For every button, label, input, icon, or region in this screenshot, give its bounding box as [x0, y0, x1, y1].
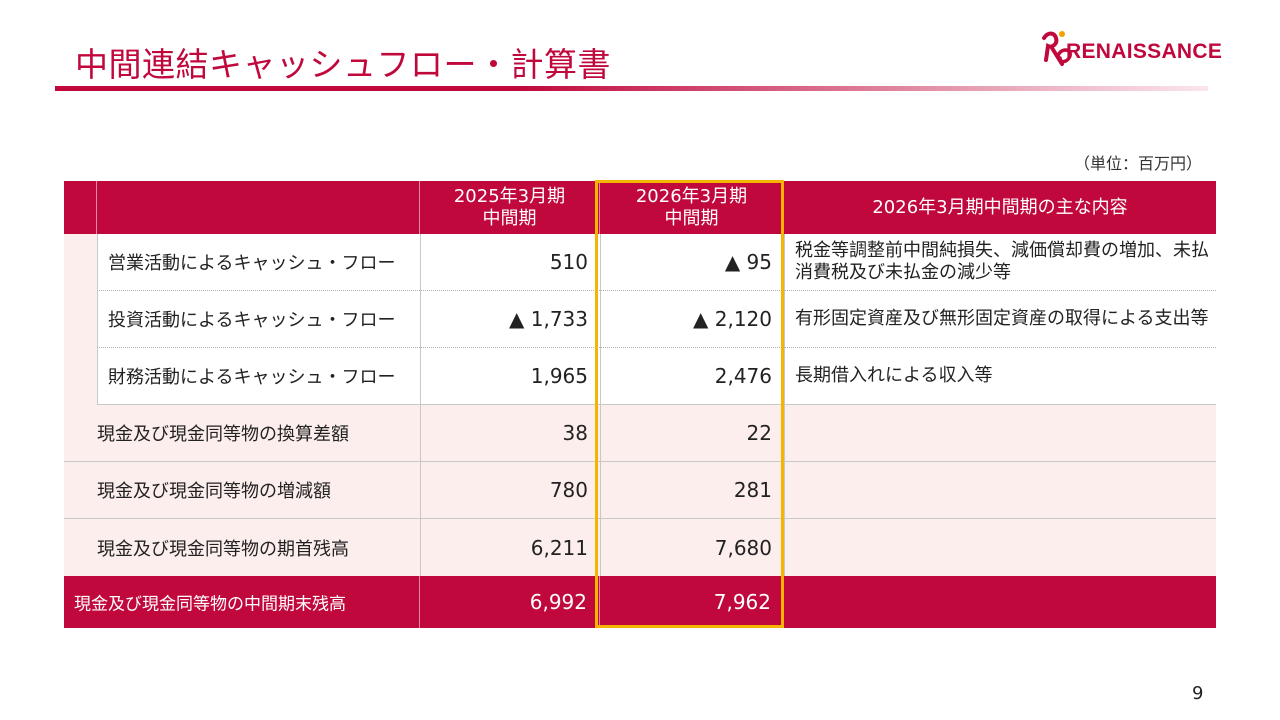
value-text: 780: [549, 478, 588, 502]
row-value-fy2025: 1,965: [420, 348, 600, 405]
table-row: 財務活動によるキャッシュ・フロー 1,965 2,476 長期借入れによる収入等: [64, 348, 1216, 405]
table-total-row: 現金及び現金同等物の中間期末残高 6,992 7,962: [64, 576, 1216, 628]
row-value-fy2025: 38: [420, 405, 600, 462]
value-text: 22: [746, 421, 772, 445]
value-text: ▲ 2,120: [693, 307, 772, 331]
row-label: 現金及び現金同等物の中間期末残高: [64, 576, 420, 628]
header-fy2025-line2: 中間期: [482, 207, 537, 229]
row-label-text: 現金及び現金同等物の換算差額: [97, 424, 349, 445]
row-label: 営業活動によるキャッシュ・フロー: [97, 234, 420, 291]
header-fy2025-line1: 2025年3月期: [453, 185, 566, 207]
value-text: 6,211: [530, 535, 588, 560]
page-number: 9: [1192, 683, 1204, 704]
row-label: 財務活動によるキャッシュ・フロー: [97, 348, 420, 405]
note-text: 有形固定資産及び無形固定資産の取得による支出等: [795, 308, 1209, 329]
row-note: [784, 519, 1216, 576]
value-text: 1,965: [530, 364, 588, 388]
table-header: 2025年3月期 中間期 2026年3月期 中間期 2026年3月期中間期の主な内容: [64, 181, 1216, 234]
row-note: 有形固定資産及び無形固定資産の取得による支出等: [784, 291, 1216, 348]
header-fy2026-line2: 中間期: [664, 207, 719, 229]
header-label: [97, 181, 420, 234]
header-fy2026: 2026年3月期 中間期: [600, 181, 784, 234]
row-label-text: 財務活動によるキャッシュ・フロー: [108, 367, 396, 388]
row-label: 現金及び現金同等物の増減額: [64, 462, 420, 519]
row-note: 税金等調整前中間純損失、減価償却費の増加、未払消費税及び未払金の減少等: [784, 234, 1216, 291]
row-value-fy2025: 510: [420, 234, 600, 291]
value-text: ▲ 95: [724, 250, 772, 274]
value-text: ▲ 1,733: [509, 307, 588, 331]
row-value-fy2025: 6,992: [420, 576, 600, 628]
table-row: 現金及び現金同等物の増減額 780 281: [64, 462, 1216, 519]
row-label-text: 現金及び現金同等物の期首残高: [97, 538, 349, 560]
header-notes-text: 2026年3月期中間期の主な内容: [872, 196, 1128, 218]
logo-mark: [1042, 31, 1072, 66]
row-note: 長期借入れによる収入等: [784, 348, 1216, 405]
row-label-text: 現金及び現金同等物の中間期末残高: [74, 594, 346, 615]
renaissance-logo: [1042, 31, 1072, 66]
value-text: 7,962: [713, 590, 771, 614]
value-text: 510: [549, 250, 588, 274]
row-value-fy2026: ▲ 95: [600, 234, 784, 291]
row-indent: [64, 234, 97, 291]
row-value-fy2025: 780: [420, 462, 600, 519]
value-text: 7,680: [714, 535, 772, 560]
row-label: 投資活動によるキャッシュ・フロー: [97, 291, 420, 348]
row-value-fy2026: 22: [600, 405, 784, 462]
row-indent: [64, 348, 97, 405]
unit-label: （単位：百万円）: [1073, 154, 1202, 173]
row-value-fy2025: 6,211: [420, 519, 600, 576]
row-note: [784, 462, 1216, 519]
table-row: 営業活動によるキャッシュ・フロー 510 ▲ 95 税金等調整前中間純損失、減価…: [64, 234, 1216, 291]
row-label-text: 現金及び現金同等物の増減額: [97, 481, 331, 502]
value-text: 6,992: [529, 590, 587, 614]
row-value-fy2026: 7,962: [600, 576, 784, 628]
row-indent: [64, 291, 97, 348]
row-label-text: 投資活動によるキャッシュ・フロー: [108, 310, 396, 331]
logo-text: RENAISSANCE: [1066, 40, 1223, 63]
header-indent: [64, 181, 97, 234]
table-row: 現金及び現金同等物の期首残高 6,211 7,680: [64, 519, 1216, 576]
row-label: 現金及び現金同等物の期首残高: [64, 519, 420, 576]
note-text: 長期借入れによる収入等: [795, 365, 993, 386]
row-label-text: 営業活動によるキャッシュ・フロー: [108, 253, 396, 274]
row-value-fy2026: ▲ 2,120: [600, 291, 784, 348]
row-label: 現金及び現金同等物の換算差額: [64, 405, 420, 462]
note-text: 税金等調整前中間純損失、減価償却費の増加、未払消費税及び未払金の減少等: [795, 240, 1209, 283]
header-fy2026-line1: 2026年3月期: [635, 185, 748, 207]
value-text: 38: [562, 421, 588, 445]
row-value-fy2026: 7,680: [600, 519, 784, 576]
header-fy2025: 2025年3月期 中間期: [420, 181, 600, 234]
title-underline: [55, 86, 1208, 91]
row-value-fy2025: ▲ 1,733: [420, 291, 600, 348]
row-note: [784, 405, 1216, 462]
value-text: 2,476: [714, 364, 772, 388]
page-title: 中間連結キャッシュフロー・計算書: [75, 45, 611, 84]
table-row: 投資活動によるキャッシュ・フロー ▲ 1,733 ▲ 2,120 有形固定資産及…: [64, 291, 1216, 348]
row-note: [784, 576, 1216, 628]
header-notes: 2026年3月期中間期の主な内容: [784, 181, 1216, 234]
row-value-fy2026: 2,476: [600, 348, 784, 405]
value-text: 281: [733, 478, 772, 502]
table-row: 現金及び現金同等物の換算差額 38 22: [64, 405, 1216, 462]
row-value-fy2026: 281: [600, 462, 784, 519]
